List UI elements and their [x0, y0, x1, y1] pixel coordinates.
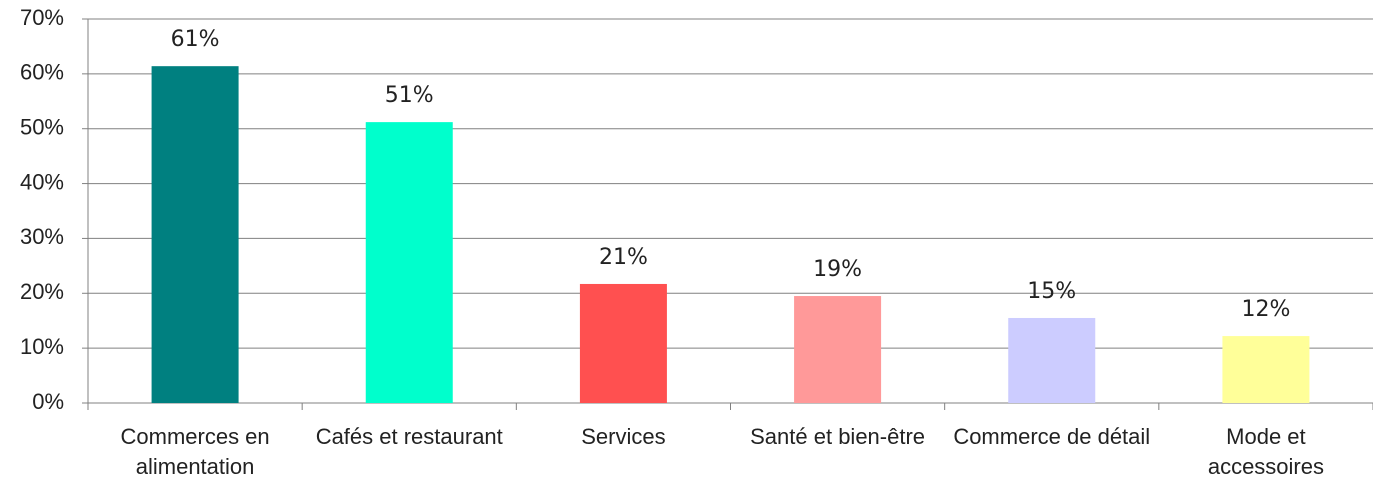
data-label: 21% [599, 245, 648, 270]
x-tick-label: Commerces en alimentation [120, 424, 270, 479]
x-tick-label: Services [581, 424, 666, 449]
y-tick-label: 30% [20, 224, 64, 249]
data-label: 15% [1027, 279, 1076, 304]
y-tick-label: 40% [20, 169, 64, 194]
y-tick-label: 70% [20, 5, 64, 30]
bar [1222, 336, 1310, 403]
bar [579, 283, 667, 403]
y-tick-label: 60% [20, 60, 64, 85]
bar [1008, 317, 1096, 403]
x-tick-label: Cafés et restaurant [315, 424, 503, 449]
bar [794, 296, 882, 403]
bar [151, 66, 239, 404]
data-label: 19% [813, 257, 862, 282]
data-label: 12% [1241, 297, 1290, 322]
data-label: 51% [385, 83, 434, 108]
bar [365, 122, 453, 403]
y-tick-label: 0% [32, 389, 64, 414]
y-tick-label: 20% [20, 279, 64, 304]
y-tick-label: 50% [20, 115, 64, 140]
x-tick-label: Commerce de détail [953, 424, 1151, 449]
x-tick-label: Mode et accessoires [1207, 424, 1324, 479]
y-tick-label: 10% [20, 334, 64, 359]
data-label: 61% [171, 27, 220, 52]
x-tick-label: Santé et bien-être [750, 424, 926, 449]
